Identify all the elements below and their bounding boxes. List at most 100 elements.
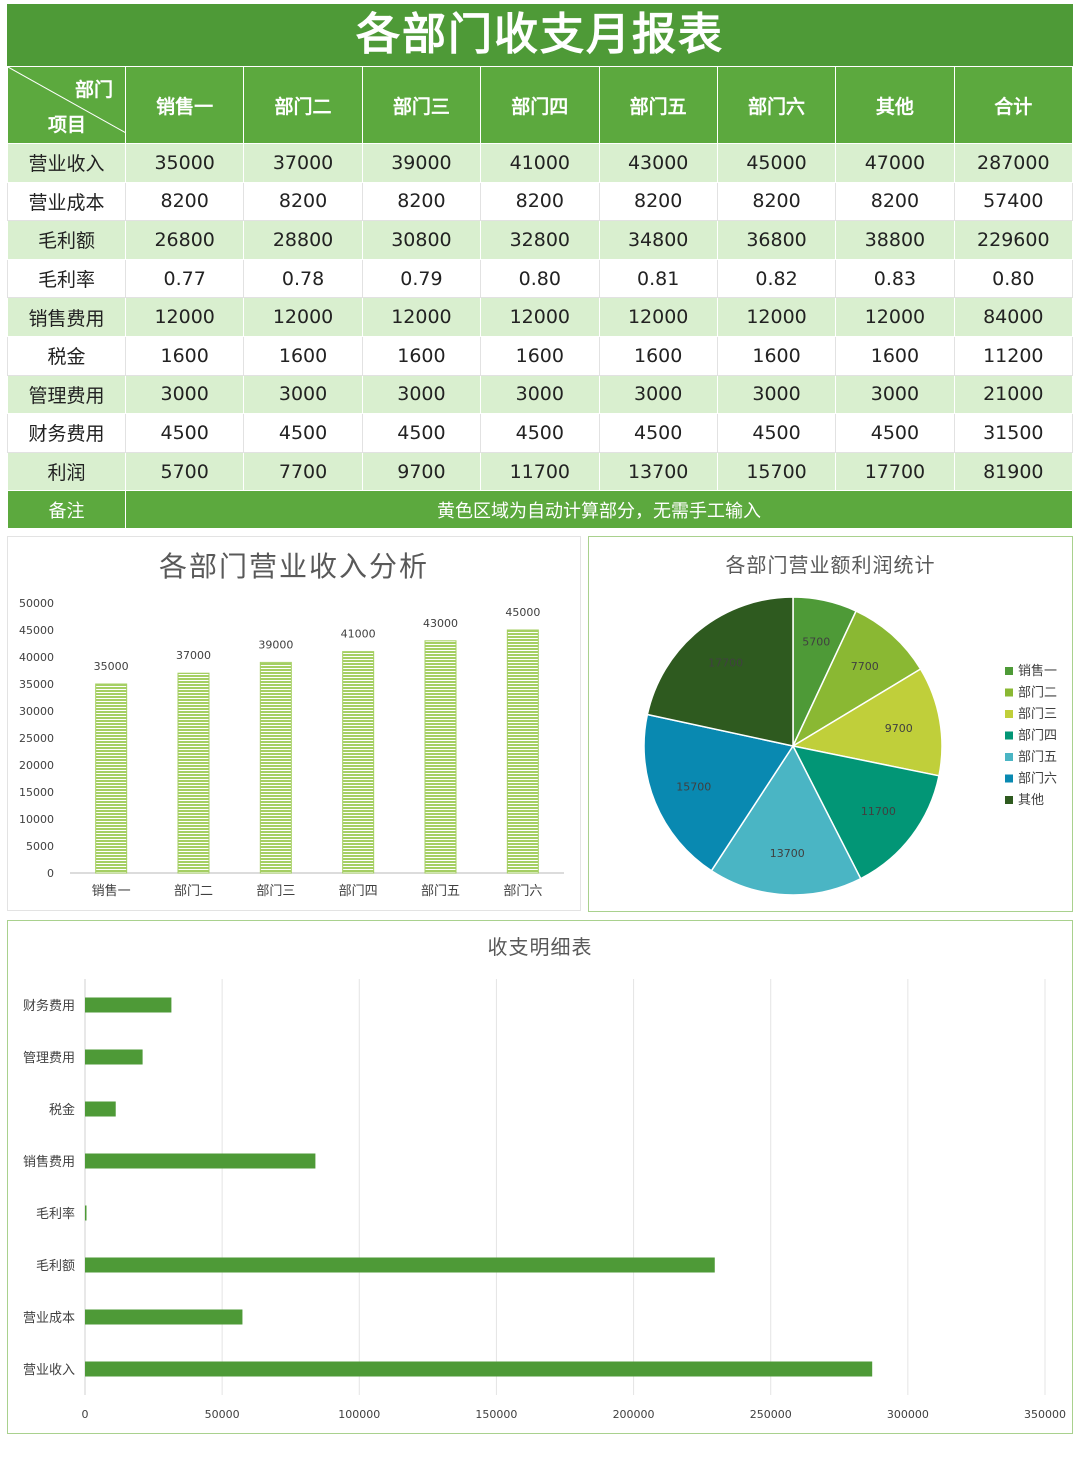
table-cell: 30800: [361, 220, 482, 260]
table-cell: 8200: [361, 181, 482, 222]
table-cell: 57400: [953, 181, 1074, 222]
row-label: 销售费用: [7, 297, 126, 337]
table-cell: 229600: [953, 220, 1074, 260]
pie-data-label: 9700: [885, 722, 913, 735]
horizontal-bar: [85, 1309, 243, 1325]
y-category-label: 营业成本: [23, 1311, 75, 1326]
table-cell: 5700: [124, 451, 245, 492]
column-bar: [259, 661, 292, 874]
revenue-column-chart: 0 5000 10000 15000 20000 25000 30000 35000 40000…: [19, 597, 564, 899]
table-cell: 3000: [835, 374, 955, 415]
table-row: 营业成本 8200 8200 8200 8200 8200 8200 8200 57400: [7, 181, 1074, 222]
table-cell: 28800: [243, 220, 363, 260]
table-cell: 3000: [361, 374, 482, 415]
table-cell: 3000: [716, 374, 837, 415]
table-cell: 8200: [835, 181, 955, 222]
table-cell: 12000: [480, 297, 600, 337]
table-cell: 0.80: [480, 258, 600, 299]
note-text: 黄色区域为自动计算部分，无需手工输入: [125, 490, 1073, 530]
corner-top-label: 部门: [74, 79, 113, 101]
table-cell: 8200: [124, 181, 245, 222]
x-category-label: 销售一: [92, 883, 131, 899]
report-title: 各部门收支月报表: [7, 4, 1073, 66]
x-tick-label: 200000: [613, 1408, 655, 1421]
y-tick-label: 45000: [19, 624, 54, 637]
table-cell: 0.79: [361, 258, 482, 299]
row-label: 毛利率: [7, 258, 126, 299]
table-cell: 4500: [480, 413, 600, 453]
table-cell: 3000: [598, 374, 718, 415]
detail-bar-title: 收支明细表: [487, 935, 593, 959]
legend-swatch: [1005, 796, 1013, 804]
pie-data-label: 11700: [861, 805, 896, 818]
column-header: 部门二: [243, 66, 363, 144]
y-category-label: 税金: [49, 1102, 75, 1118]
corner-bottom-label: 项目: [48, 114, 87, 136]
table-cell: 0.82: [716, 258, 837, 299]
column-bar: [342, 651, 375, 874]
horizontal-bar: [85, 1205, 87, 1221]
table-cell: 0.80: [953, 258, 1074, 299]
table-cell: 0.77: [124, 258, 245, 299]
y-tick-label: 40000: [19, 651, 54, 664]
table-cell: 1600: [598, 335, 718, 376]
table-cell: 12000: [361, 297, 482, 337]
table-cell: 1600: [480, 335, 600, 376]
horizontal-bar: [85, 1049, 143, 1065]
table-cell: 8200: [716, 181, 837, 222]
table-cell: 43000: [598, 143, 718, 183]
pie-data-label: 13700: [770, 847, 805, 860]
table-cell: 12000: [124, 297, 245, 337]
column-bar: [177, 672, 210, 874]
y-tick-label: 0: [47, 867, 54, 880]
column-header: 部门四: [480, 66, 600, 144]
report-table: 部门 项目 销售一 部门二 部门三 部门四 部门五 部门六 其他 合计 营业收入…: [7, 66, 1074, 530]
column-bar: [95, 683, 128, 874]
horizontal-bar: [85, 1257, 715, 1273]
column-header: 部门五: [598, 66, 718, 144]
row-label: 税金: [7, 335, 126, 376]
table-row: 营业收入 35000 37000 39000 41000 43000 45000 47000 2…: [7, 143, 1074, 183]
report-table-section: 各部门收支月报表 部门 项目 销售一 部门二 部门三 部门四 部门五 部门六 其…: [7, 4, 1074, 530]
y-tick-label: 15000: [19, 786, 54, 799]
row-label: 财务费用: [7, 413, 126, 453]
pie-slice: [710, 744, 862, 896]
column-data-label: 45000: [505, 606, 540, 619]
legend-label: 部门六: [1018, 772, 1057, 787]
table-cell: 0.81: [598, 258, 718, 299]
pie-slice: [646, 596, 794, 747]
table-cell: 4500: [124, 413, 245, 453]
table-cell: 12000: [598, 297, 718, 337]
table-cell: 287000: [953, 143, 1074, 183]
y-tick-label: 30000: [19, 705, 54, 718]
x-tick-label: 50000: [205, 1408, 240, 1421]
x-category-label: 部门三: [256, 884, 295, 899]
table-cell: 1600: [361, 335, 482, 376]
column-header: 销售一: [124, 66, 245, 144]
pie-slice: [791, 744, 940, 880]
y-category-label: 销售费用: [23, 1154, 75, 1170]
column-header: 部门六: [716, 66, 837, 144]
y-category-label: 毛利率: [36, 1206, 75, 1222]
column-header: 其他: [835, 66, 955, 144]
table-cell: 31500: [953, 413, 1074, 453]
pie-slice: [643, 713, 795, 872]
table-cell: 8200: [243, 181, 363, 222]
table-cell: 1600: [835, 335, 955, 376]
row-label: 管理费用: [7, 374, 126, 415]
row-label: 营业收入: [7, 143, 126, 183]
table-cell: 4500: [716, 413, 837, 453]
legend-swatch: [1005, 731, 1013, 740]
y-tick-label: 10000: [19, 813, 54, 826]
table-row: 财务费用 4500 4500 4500 4500 4500 4500 4500 31500: [7, 413, 1074, 453]
x-tick-label: 300000: [887, 1408, 929, 1421]
table-cell: 12000: [835, 297, 955, 337]
pie-data-label: 7700: [851, 660, 879, 673]
table-cell: 34800: [598, 220, 718, 260]
table-row: 管理费用 3000 3000 3000 3000 3000 3000 3000 21000: [7, 374, 1074, 415]
profit-pie-panel: 各部门营业额利润统计 5700 7700 9700 11700 13700 15700 17…: [588, 536, 1073, 912]
table-cell: 84000: [953, 297, 1074, 337]
table-cell: 13700: [598, 451, 718, 492]
row-label: 营业成本: [7, 181, 126, 222]
column-header: 部门三: [361, 66, 482, 144]
